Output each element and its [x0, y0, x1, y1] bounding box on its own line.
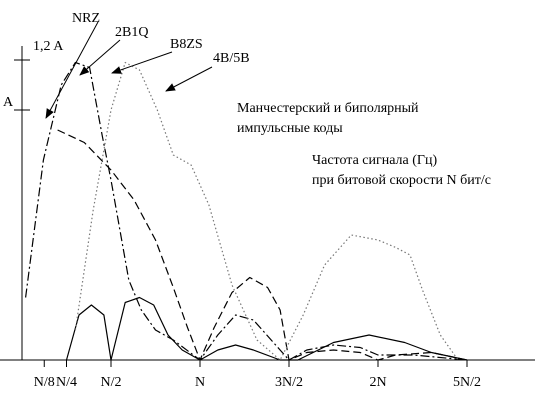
legend-arrow-2b1q [79, 39, 121, 76]
series-line-2b1q [57, 129, 468, 361]
x-tick-label-5: 2N [369, 375, 386, 390]
chart-axes [0, 46, 535, 361]
series-line-b8zs [25, 61, 468, 361]
y-tick-label-1: 1,2 A [33, 39, 64, 54]
x-tick-label-4: 3N/2 [275, 375, 303, 390]
annotation-line-2: импульсные коды [237, 121, 343, 136]
annotation-line-1: Манчестерский и биполярный [237, 101, 419, 116]
legend-label-2b1q: 2B1Q [115, 25, 148, 40]
legend-label-4b5b: 4B/5B [213, 51, 250, 66]
x-tick-label-0: N/8 [34, 375, 55, 390]
ticks-layer: N/8 N/4 N/2 N 3N/2 2N 5N/2 A 1,2 A [3, 39, 481, 390]
legend-labels: NRZ 2B1Q B8ZS 4B/5B [45, 11, 250, 119]
series-line-4b5b [74, 61, 459, 361]
y-tick-label-0: A [3, 95, 14, 110]
x-tick-label-3: N [195, 375, 205, 390]
legend-arrow-b8zs [111, 51, 173, 74]
annotation-line-4: при битовой скорости N бит/с [312, 173, 491, 188]
x-tick-label-2: N/2 [101, 375, 122, 390]
x-tick-label-6: 5N/2 [453, 375, 481, 390]
legend-label-b8zs: B8ZS [170, 37, 203, 52]
annotation-line-3: Частота сигнала (Гц) [312, 153, 438, 168]
annotations: Манчестерский и биполярный импульсные ко… [237, 101, 491, 188]
series-line-nrz [65, 296, 468, 361]
legend-arrow-nrz [45, 21, 99, 119]
legend-arrow-4b5b [165, 66, 213, 92]
legend-label-nrz: NRZ [72, 11, 100, 26]
x-tick-label-1: N/4 [56, 375, 77, 390]
